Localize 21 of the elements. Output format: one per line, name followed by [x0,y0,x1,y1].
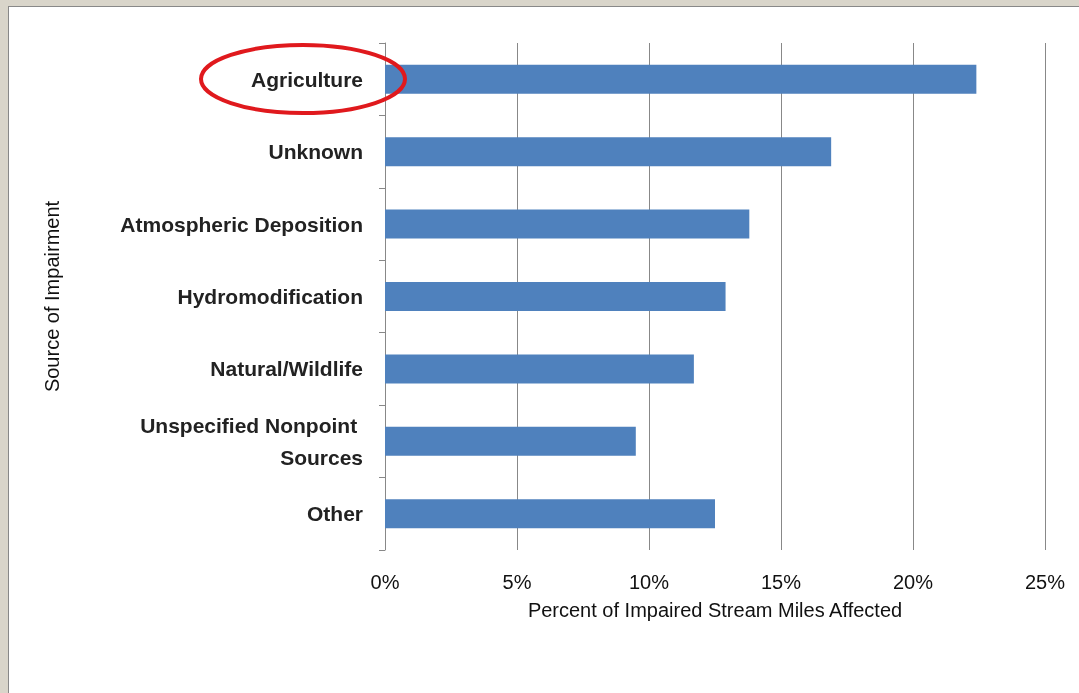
bar [385,137,832,167]
y-tick-label: Unspecified Nonpoint Sources [140,413,363,469]
bar [385,209,750,239]
y-axis-title: Source of Impairment [41,200,64,393]
y-tick-label: Natural/Wildlife [210,357,363,381]
bar [385,354,694,384]
y-tick-label: Unknown [268,140,363,164]
y-tick-label: Agriculture [250,67,363,91]
x-tick-label: 20% [892,571,934,593]
x-tick-label: 15% [760,571,802,593]
bar [385,282,726,311]
x-tick-label: 10% [628,571,670,593]
y-tick-label: Hydromodification [177,285,363,308]
y-tick-label: Atmospheric Deposition [120,212,363,236]
x-axis-title: Percent of Impaired Stream Miles Affected [527,599,903,621]
x-tick-label: 0% [370,571,400,593]
bar [385,426,636,456]
bar [385,499,715,529]
y-tick-label: Other [306,502,363,526]
x-tick-label: 25% [1024,571,1066,593]
x-tick-label: 5% [502,571,532,593]
